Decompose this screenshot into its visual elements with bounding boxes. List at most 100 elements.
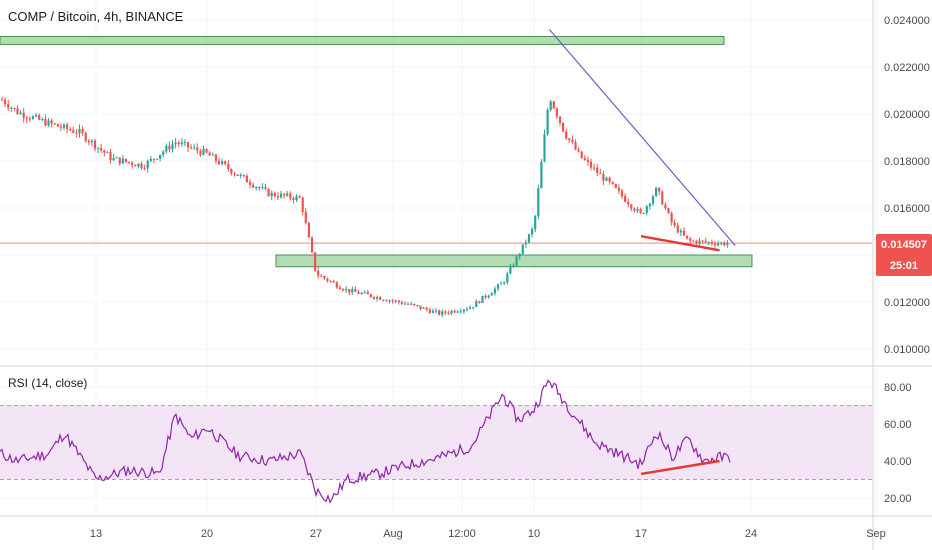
candle-body [385, 300, 388, 302]
candle-body [205, 149, 208, 153]
candle-body [518, 253, 521, 257]
zone-1[interactable] [0, 35, 725, 45]
candle-body [701, 240, 704, 242]
candle-body [593, 167, 596, 169]
candle-body [177, 142, 180, 145]
price-candles[interactable] [0, 96, 729, 318]
candle-body [648, 203, 651, 207]
candle-body [527, 234, 531, 243]
candle-body [682, 230, 686, 236]
candle-body [69, 128, 72, 131]
candle-body [10, 107, 13, 109]
candle-body [335, 282, 338, 288]
candle-body [531, 229, 534, 235]
candle-body [546, 109, 549, 135]
candle-body [521, 244, 524, 254]
candle-body [35, 115, 38, 117]
candle-body [484, 295, 487, 298]
candle-body [320, 275, 323, 277]
candle-body [304, 211, 307, 224]
candle-body [329, 280, 332, 282]
price-divergence-line[interactable] [640, 234, 720, 252]
candle-body [403, 303, 407, 305]
time-tick-label: Sep [866, 528, 886, 540]
candle-body [577, 149, 580, 152]
candle-body [543, 134, 546, 162]
candle-body [726, 243, 729, 246]
candle-body [642, 212, 645, 214]
candle-body [233, 173, 236, 175]
candle-body [162, 151, 165, 155]
candle-body [66, 124, 69, 129]
candle-body [121, 158, 124, 164]
candle-body [19, 112, 22, 115]
candle-body [655, 187, 658, 197]
candle-body [283, 193, 286, 196]
candle-body [47, 120, 50, 126]
candle-body [571, 139, 574, 143]
candle-body [537, 188, 540, 217]
candle-body [552, 101, 555, 109]
price-axis-ticks[interactable]: 0.010000 0.012000 0.016000 0.018000 0.020000… [884, 15, 930, 356]
candle-body [109, 152, 112, 161]
candle-body [376, 297, 379, 299]
candle-body [248, 182, 252, 185]
candle-body [230, 168, 233, 174]
candle-body [357, 291, 360, 294]
candle-body [450, 310, 453, 314]
rsi-axis-ticks[interactable]: 20.00 40.00 60.00 80.00 [884, 382, 912, 505]
candle-body [465, 308, 469, 310]
rsi-divergence-line[interactable] [640, 459, 720, 476]
candle-body [469, 307, 472, 309]
candle-body [651, 196, 655, 204]
price-tick-label: 0.024000 [884, 15, 930, 27]
candle-body [679, 230, 682, 233]
time-axis-ticks[interactable]: 13 20 27 Aug 12:00 10 17 24 Sep [90, 528, 886, 540]
candle-body [596, 167, 599, 174]
candle-body [31, 116, 35, 119]
candle-body [314, 252, 317, 271]
candle-body [196, 147, 199, 151]
candle-body [236, 174, 239, 176]
price-tick-label: 0.018000 [884, 156, 930, 168]
candle-body [252, 184, 255, 188]
descending-trendline[interactable] [548, 29, 736, 246]
candle-body [692, 240, 695, 242]
candle-body [59, 126, 62, 128]
candle-body [143, 167, 146, 169]
candle-body [540, 161, 543, 189]
candle-body [624, 196, 627, 202]
time-tick-label: 27 [310, 528, 322, 540]
candle-body [676, 225, 679, 233]
candle-body [568, 138, 571, 140]
candle-body [149, 158, 152, 161]
candle-body [106, 152, 109, 154]
candle-body [689, 238, 692, 241]
rsi-tick-label: 80.00 [884, 382, 912, 394]
candle-body [84, 132, 87, 141]
candle-body [627, 201, 630, 205]
candle-body [478, 301, 481, 303]
candle-body [264, 187, 267, 189]
candle-body [211, 154, 214, 156]
candle-body [44, 119, 47, 126]
candle-body [261, 187, 264, 189]
candle-body [686, 235, 689, 239]
candle-body [441, 311, 444, 315]
candle-body [81, 129, 84, 133]
candle-body [255, 187, 258, 189]
last-price-badge-box [876, 234, 932, 276]
candle-body [630, 204, 633, 209]
candle-body [87, 140, 90, 142]
candle-body [444, 311, 447, 313]
candle-body [152, 158, 155, 160]
candle-body [397, 300, 400, 303]
price-tick-label: 0.012000 [884, 297, 930, 309]
candle-body [512, 265, 515, 267]
candle-body [391, 300, 394, 302]
candle-body [310, 237, 314, 253]
candle-body [25, 117, 28, 119]
candle-body [124, 158, 128, 162]
candle-body [134, 165, 137, 167]
